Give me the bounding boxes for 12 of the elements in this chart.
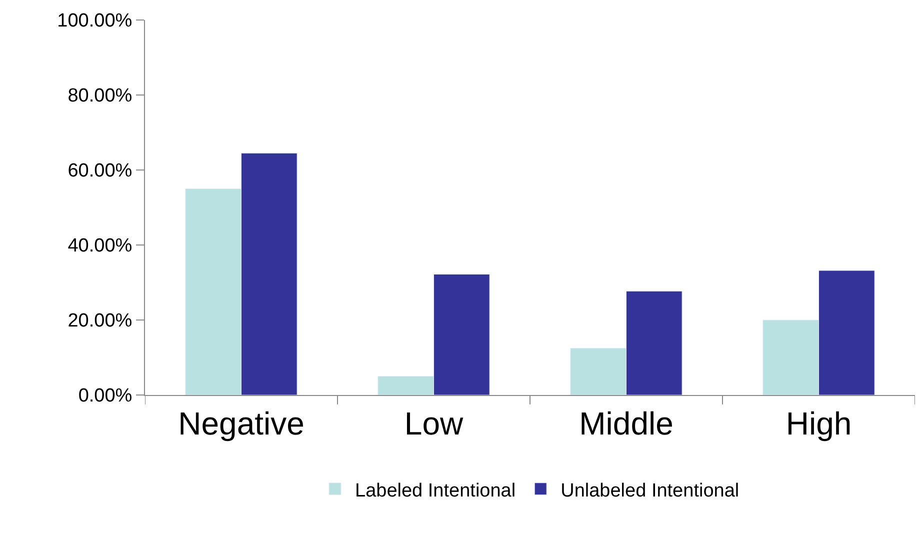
- x-tick-label: Middle: [579, 405, 674, 442]
- y-tick-label: 0.00%: [78, 386, 132, 407]
- y-tick-label: 40.00%: [68, 236, 132, 257]
- x-tick-label: Low: [404, 405, 464, 442]
- x-tick-label: High: [786, 405, 852, 442]
- legend-label: Unlabeled Intentional: [560, 480, 740, 502]
- legend-label: Labeled Intentional: [355, 480, 516, 502]
- y-tick-label: 60.00%: [68, 160, 132, 182]
- y-tick-label: 80.00%: [68, 86, 132, 107]
- y-tick-label: 100.00%: [57, 10, 132, 32]
- y-tick-label: 20.00%: [68, 310, 132, 332]
- x-tick-label: Negative: [178, 405, 304, 442]
